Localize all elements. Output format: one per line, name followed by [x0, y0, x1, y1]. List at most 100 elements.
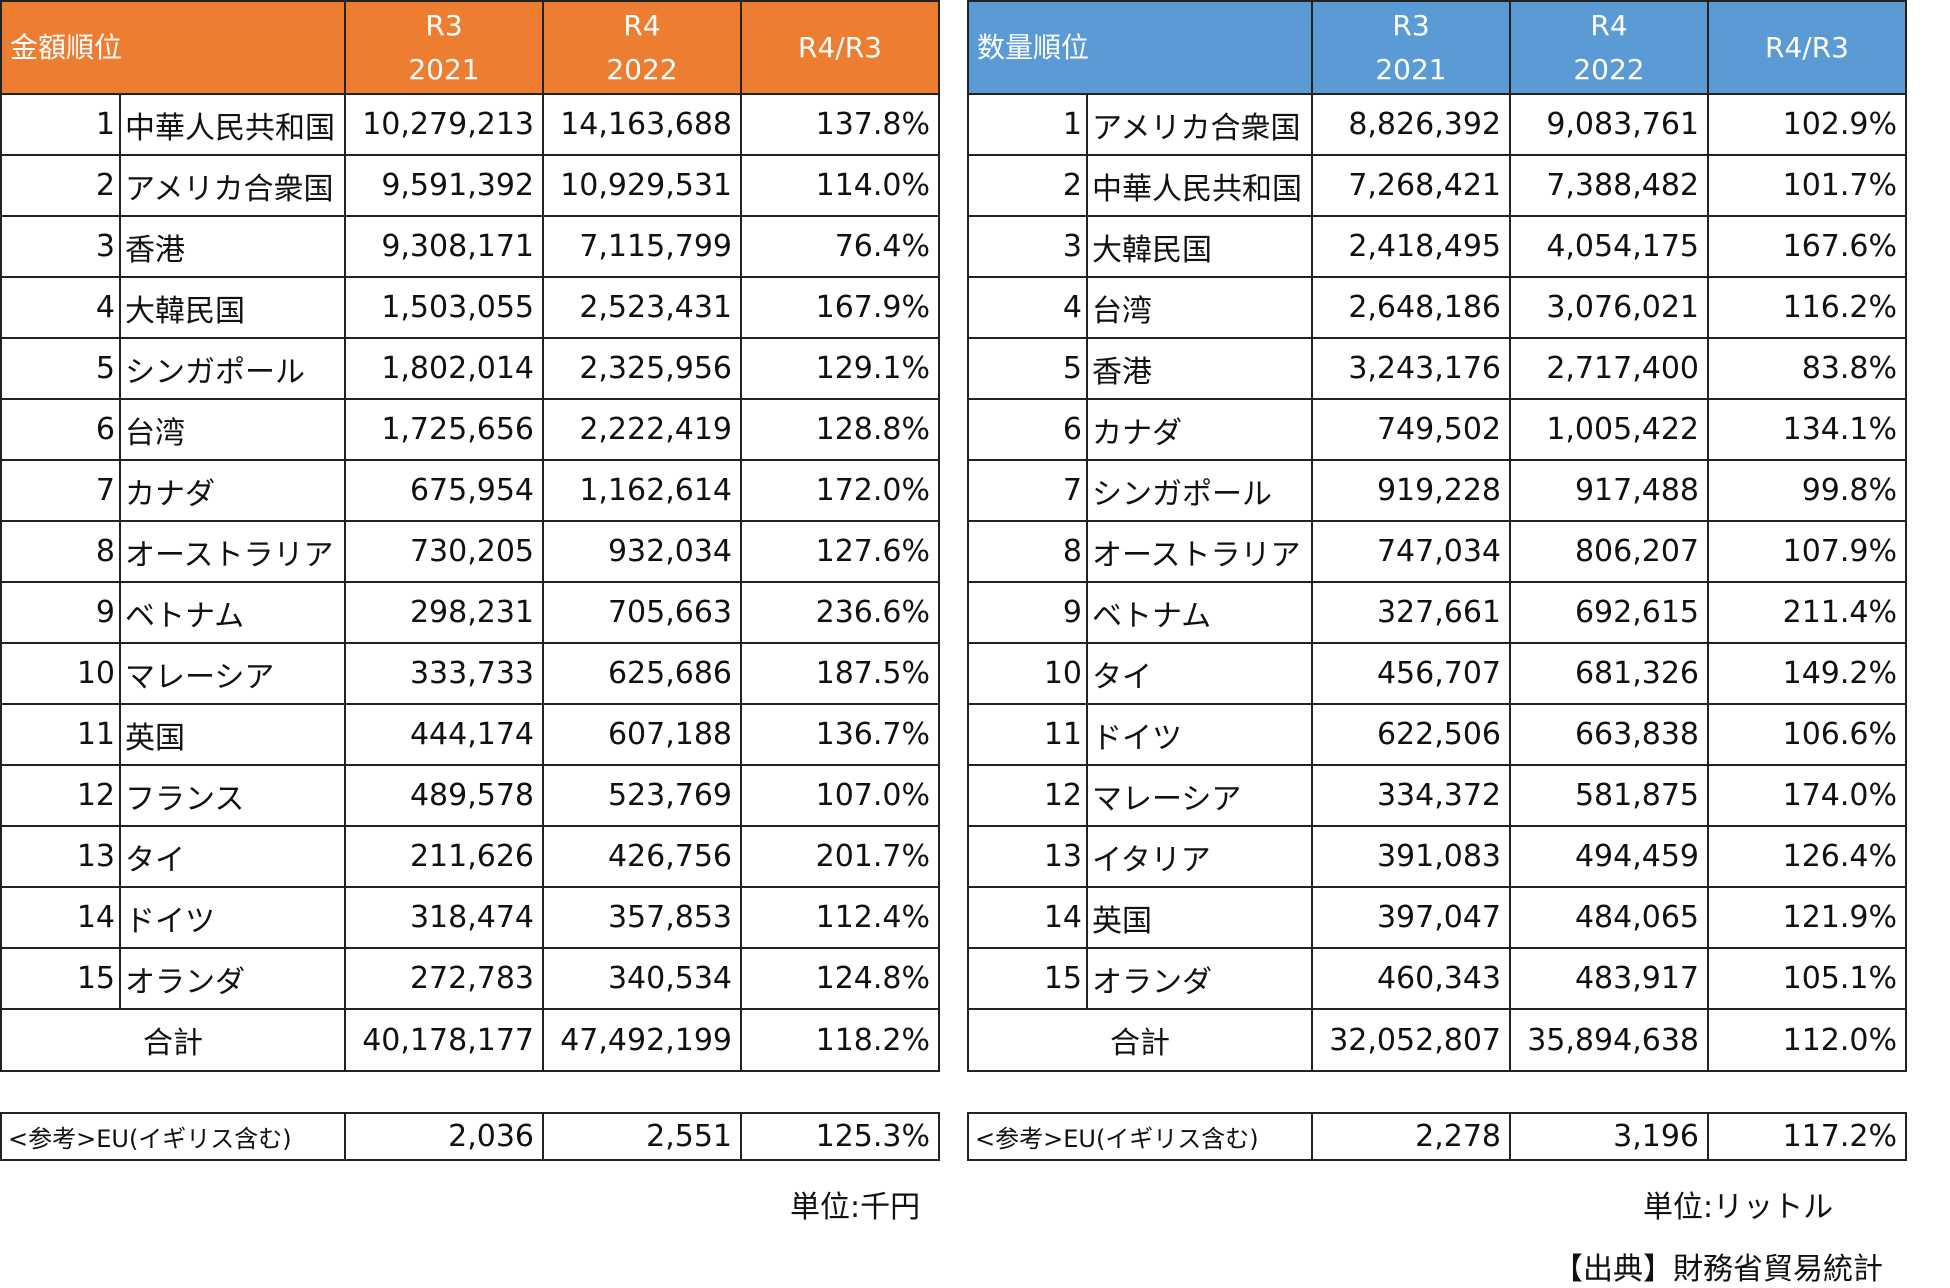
table-row: 7 カナダ 675,954 1,162,614 172.0%	[0, 459, 940, 522]
rank-cell: 5	[967, 337, 1088, 400]
rank-cell: 1	[967, 93, 1088, 156]
reference-eu-row: <参考>EU(イギリス含む) 2,036 2,551 125.3%	[0, 1112, 940, 1161]
r3-value-cell: 2,418,495	[1311, 215, 1511, 278]
r3-value-cell: 318,474	[344, 886, 544, 949]
r3-value-cell: 622,506	[1311, 703, 1511, 766]
r4-value-cell: 625,686	[542, 642, 742, 705]
table-row: 14 英国 397,047 484,065 121.9%	[967, 886, 1907, 949]
header-r3-cell: R3 2021	[344, 0, 544, 95]
r4-value-cell: 917,488	[1509, 459, 1709, 522]
country-name-cell: シンガポール	[119, 337, 346, 400]
rank-cell: 3	[967, 215, 1088, 278]
header-ratio-cell: R4/R3	[1707, 0, 1907, 95]
table-row: 8 オーストラリア 747,034 806,207 107.9%	[967, 520, 1907, 583]
total-r4-value: 35,894,638	[1509, 1008, 1709, 1072]
total-r3-value: 40,178,177	[344, 1008, 544, 1072]
total-label: 合計	[0, 1008, 346, 1072]
r3-value-cell: 327,661	[1311, 581, 1511, 644]
ratio-cell: 137.8%	[740, 93, 940, 156]
country-name-cell: アメリカ合衆国	[119, 154, 346, 217]
rank-cell: 9	[967, 581, 1088, 644]
r4-value-cell: 705,663	[542, 581, 742, 644]
table-row: 15 オランダ 460,343 483,917 105.1%	[967, 947, 1907, 1010]
rank-cell: 11	[0, 703, 121, 766]
rank-cell: 15	[0, 947, 121, 1010]
header-ratio-cell: R4/R3	[740, 0, 940, 95]
rank-cell: 6	[0, 398, 121, 461]
r3-value-cell: 489,578	[344, 764, 544, 827]
table-row: 4 大韓民国 1,503,055 2,523,431 167.9%	[0, 276, 940, 339]
r4-value-cell: 1,162,614	[542, 459, 742, 522]
ratio-cell: 187.5%	[740, 642, 940, 705]
country-name-cell: 香港	[119, 215, 346, 278]
r3-value-cell: 1,725,656	[344, 398, 544, 461]
header-r3-cell: R3 2021	[1311, 0, 1511, 95]
ratio-cell: 99.8%	[1707, 459, 1907, 522]
ratio-cell: 149.2%	[1707, 642, 1907, 705]
r4-value-cell: 494,459	[1509, 825, 1709, 888]
header-r4-cell: R4 2022	[542, 0, 742, 95]
rank-cell: 8	[0, 520, 121, 583]
reference-label: <参考>EU(イギリス含む)	[0, 1112, 346, 1161]
country-name-cell: 英国	[119, 703, 346, 766]
ratio-cell: 167.9%	[740, 276, 940, 339]
rank-cell: 13	[0, 825, 121, 888]
country-name-cell: マレーシア	[119, 642, 346, 705]
header-r3-era: R3	[1392, 8, 1430, 42]
table-row: 1 中華人民共和国 10,279,213 14,163,688 137.8%	[0, 93, 940, 156]
table-footer: 合計 40,178,177 47,492,199 118.2% <参考>EU(イ…	[0, 1008, 940, 1161]
rank-cell: 15	[967, 947, 1088, 1010]
reference-ratio-value: 117.2%	[1707, 1112, 1907, 1161]
r4-value-cell: 357,853	[542, 886, 742, 949]
source-note: 【出典】財務省貿易統計	[1553, 1252, 1883, 1287]
rank-cell: 2	[967, 154, 1088, 217]
ratio-cell: 136.7%	[740, 703, 940, 766]
header-r3-year: 2021	[1375, 52, 1447, 86]
country-name-cell: 香港	[1086, 337, 1313, 400]
table-row: 7 シンガポール 919,228 917,488 99.8%	[967, 459, 1907, 522]
table-row: 8 オーストラリア 730,205 932,034 127.6%	[0, 520, 940, 583]
r4-value-cell: 426,756	[542, 825, 742, 888]
r3-value-cell: 2,648,186	[1311, 276, 1511, 339]
reference-r3-value: 2,278	[1311, 1112, 1511, 1161]
header-r4-year: 2022	[606, 52, 678, 86]
ratio-cell: 174.0%	[1707, 764, 1907, 827]
header-r4-era: R4	[623, 8, 661, 42]
ratio-cell: 102.9%	[1707, 93, 1907, 156]
table-header-row: 金額順位 R3 2021 R4 2022 R4/R3	[0, 0, 940, 95]
rank-cell: 14	[0, 886, 121, 949]
ratio-cell: 134.1%	[1707, 398, 1907, 461]
spacer-row	[968, 1070, 1906, 1114]
rank-cell: 1	[0, 93, 121, 156]
table-row: 11 英国 444,174 607,188 136.7%	[0, 703, 940, 766]
table-row: 11 ドイツ 622,506 663,838 106.6%	[967, 703, 1907, 766]
total-r4-value: 47,492,199	[542, 1008, 742, 1072]
header-r4-cell: R4 2022	[1509, 0, 1709, 95]
total-r3-value: 32,052,807	[1311, 1008, 1511, 1072]
r3-value-cell: 456,707	[1311, 642, 1511, 705]
export-volume-ranking-table: 数量順位 R3 2021 R4 2022 R4/R3 1 アメリカ合衆国 8,826…	[967, 0, 1907, 1161]
ratio-cell: 128.8%	[740, 398, 940, 461]
r4-value-cell: 483,917	[1509, 947, 1709, 1010]
r3-value-cell: 334,372	[1311, 764, 1511, 827]
r3-value-cell: 749,502	[1311, 398, 1511, 461]
country-name-cell: カナダ	[119, 459, 346, 522]
table-row: 12 フランス 489,578 523,769 107.0%	[0, 764, 940, 827]
table-header-row: 数量順位 R3 2021 R4 2022 R4/R3	[967, 0, 1907, 95]
table-row: 5 シンガポール 1,802,014 2,325,956 129.1%	[0, 337, 940, 400]
spacer-cell	[968, 1070, 1906, 1114]
ratio-cell: 127.6%	[740, 520, 940, 583]
header-title-cell: 数量順位	[967, 0, 1313, 95]
ratio-cell: 211.4%	[1707, 581, 1907, 644]
r4-value-cell: 2,325,956	[542, 337, 742, 400]
spacer-row	[1, 1070, 939, 1114]
r4-value-cell: 1,005,422	[1509, 398, 1709, 461]
table-row: 9 ベトナム 327,661 692,615 211.4%	[967, 581, 1907, 644]
rank-cell: 5	[0, 337, 121, 400]
country-name-cell: 中華人民共和国	[1086, 154, 1313, 217]
ratio-cell: 167.6%	[1707, 215, 1907, 278]
header-r3-year: 2021	[408, 52, 480, 86]
rank-cell: 13	[967, 825, 1088, 888]
reference-r4-value: 3,196	[1509, 1112, 1709, 1161]
r3-value-cell: 391,083	[1311, 825, 1511, 888]
